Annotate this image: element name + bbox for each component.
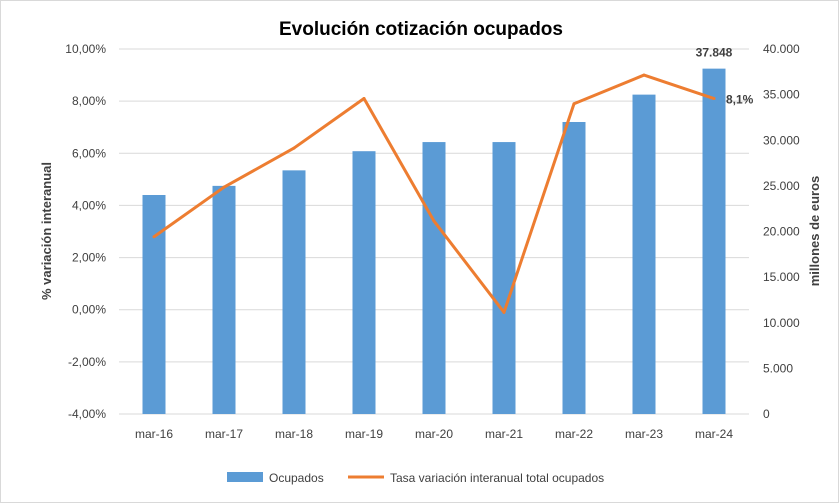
bar [492, 142, 516, 414]
data-labels: 37.848 8,1% [696, 46, 754, 107]
left-tick-label: -4,00% [68, 407, 106, 421]
line-point [362, 97, 366, 101]
left-tick-label: 10,00% [65, 42, 106, 56]
line-point [222, 185, 226, 189]
line-point [502, 310, 506, 314]
right-tick-label: 10.000 [763, 316, 800, 330]
chart-title: Evolución cotización ocupados [279, 19, 563, 40]
left-tick-label: 4,00% [72, 198, 106, 212]
left-tick-label: 0,00% [72, 303, 106, 317]
right-tick-label: 20.000 [763, 225, 800, 239]
bar [702, 68, 726, 415]
bar [282, 170, 306, 414]
right-axis-ticks: 0 5.000 10.000 15.000 20.000 25.000 30.000 35.0… [763, 42, 800, 421]
bar [422, 142, 446, 414]
data-label: 8,1% [726, 93, 754, 107]
legend-label-ocupados: Ocupados [269, 471, 324, 485]
line-point [572, 102, 576, 106]
left-axis-label: % variación interanual [39, 162, 54, 300]
line-point [712, 97, 716, 101]
x-axis-ticks: mar-16 mar-17 mar-18 mar-19 mar-20 mar-21 mar-… [135, 427, 733, 441]
x-tick-label: mar-18 [275, 427, 313, 441]
line-point [642, 73, 646, 77]
line-series [152, 73, 716, 314]
bar [632, 94, 656, 414]
x-tick-label: mar-20 [415, 427, 453, 441]
bar-series [142, 68, 726, 415]
bar [212, 185, 236, 414]
x-tick-label: mar-22 [555, 427, 593, 441]
bar [352, 151, 376, 414]
right-axis-label: millones de euros [807, 176, 822, 287]
right-tick-label: 0 [763, 407, 770, 421]
legend: Ocupados Tasa variación interanual total… [227, 471, 604, 485]
left-axis-ticks: -4,00% -2,00% 0,00% 2,00% 4,00% 6,00% 8,00% 10,… [65, 42, 106, 421]
bar [142, 195, 166, 414]
right-tick-label: 30.000 [763, 133, 800, 147]
legend-label-tasa: Tasa variación interanual total ocupados [390, 471, 604, 485]
bar [562, 122, 586, 414]
x-tick-label: mar-17 [205, 427, 243, 441]
left-tick-label: 6,00% [72, 146, 106, 160]
x-tick-label: mar-21 [485, 427, 523, 441]
left-tick-label: -2,00% [68, 355, 106, 369]
right-tick-label: 40.000 [763, 42, 800, 56]
x-tick-label: mar-24 [695, 427, 733, 441]
line-point [432, 219, 436, 223]
right-tick-label: 25.000 [763, 179, 800, 193]
right-tick-label: 35.000 [763, 88, 800, 102]
x-tick-label: mar-23 [625, 427, 663, 441]
legend-swatch-ocupados [227, 472, 263, 482]
data-label: 37.848 [696, 46, 733, 60]
line-point [152, 235, 156, 239]
left-tick-label: 2,00% [72, 251, 106, 265]
left-tick-label: 8,00% [72, 94, 106, 108]
x-tick-label: mar-16 [135, 427, 173, 441]
line-point [292, 146, 296, 150]
right-tick-label: 5.000 [763, 361, 793, 375]
x-tick-label: mar-19 [345, 427, 383, 441]
right-tick-label: 15.000 [763, 270, 800, 284]
